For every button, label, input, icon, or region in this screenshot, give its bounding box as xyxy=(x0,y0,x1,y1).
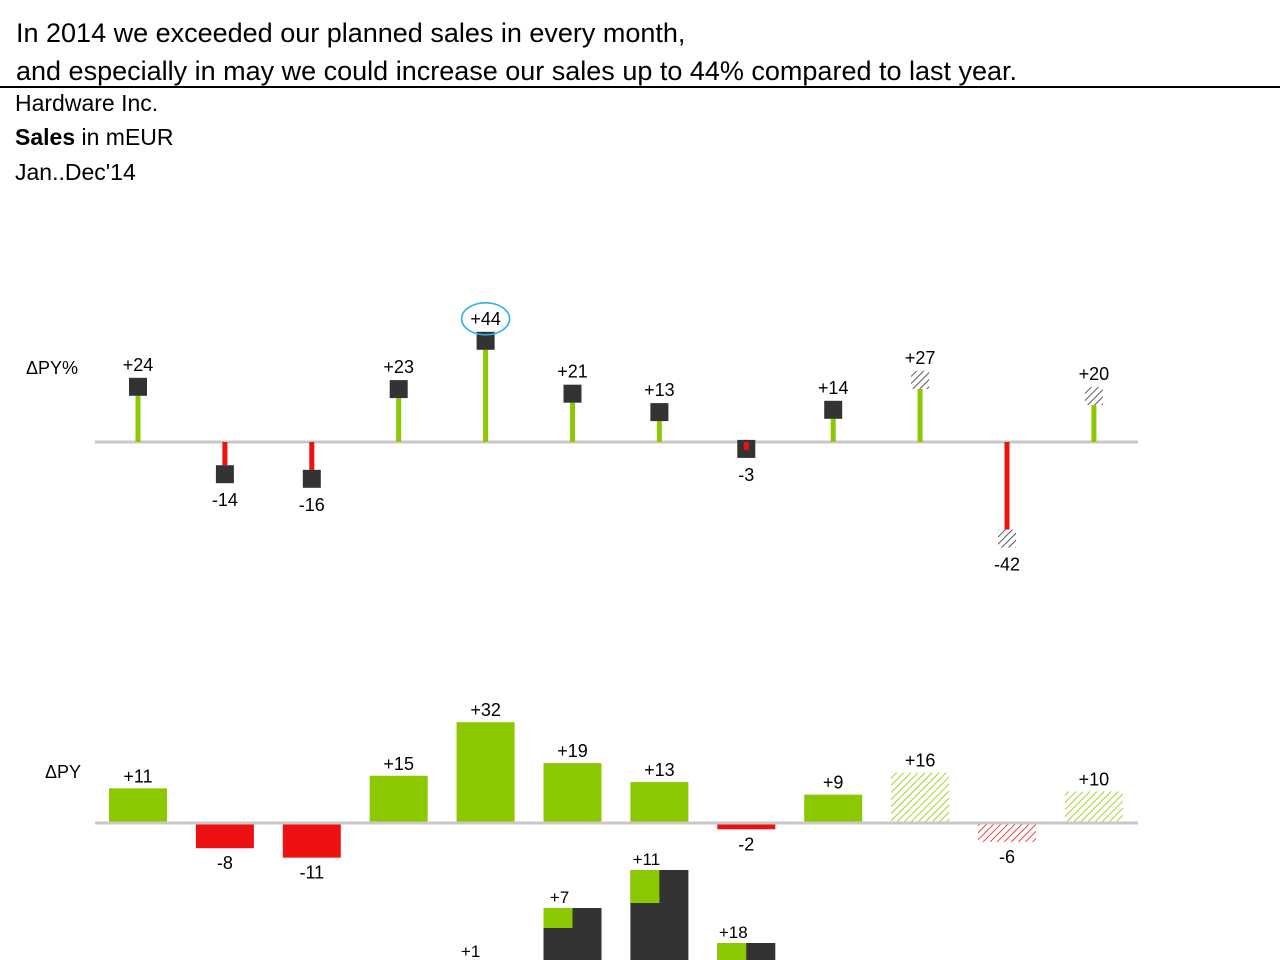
pct-marker xyxy=(563,384,582,403)
stack-value-label: +18 xyxy=(719,923,748,942)
measure-unit: in mEUR xyxy=(75,124,174,150)
measure-label: Sales in mEUR xyxy=(15,124,174,151)
abs-value-label: +9 xyxy=(823,773,844,793)
abs-value-label: -8 xyxy=(217,853,233,873)
pct-value-label: -16 xyxy=(299,495,325,515)
pct-marker xyxy=(1084,387,1103,405)
headline-message: In 2014 we exceeded our planned sales in… xyxy=(16,14,1280,90)
pct-value-label: +44 xyxy=(470,309,501,329)
abs-value-label: +19 xyxy=(557,741,588,761)
pct-value-label: +24 xyxy=(123,355,154,375)
pct-value-label: +23 xyxy=(383,357,414,377)
pct-marker xyxy=(389,380,408,399)
pct-marker xyxy=(911,370,930,389)
abs-bar xyxy=(978,823,1036,842)
abs-value-label: +11 xyxy=(123,766,152,786)
abs-bar xyxy=(282,823,341,858)
pct-marker xyxy=(650,403,669,422)
pct-stem-overlay xyxy=(743,442,749,450)
abs-value-label: -2 xyxy=(738,834,754,854)
abs-axis-title: ΔPY xyxy=(45,762,81,782)
abs-bar xyxy=(891,772,950,823)
abs-bar xyxy=(369,775,428,823)
pct-value-label: +20 xyxy=(1079,364,1110,384)
abs-bar xyxy=(195,823,254,849)
abs-bar xyxy=(109,788,167,823)
pct-marker xyxy=(215,465,234,484)
delta-py-percent-chart: ΔPY% +24 -14 -16 +23 +44 +21 +13 -3 +14 +27 -42 +20 xyxy=(26,301,1138,575)
pct-value-label: -14 xyxy=(212,490,238,510)
stack-bar-green xyxy=(543,908,573,928)
abs-bar xyxy=(804,794,863,823)
stacked-bars-partial: +1 +7 +11 +18 xyxy=(461,850,776,960)
pct-marker xyxy=(129,377,147,396)
stack-value-label: +11 xyxy=(633,850,661,869)
abs-value-label: +15 xyxy=(383,754,414,774)
abs-value-label: +10 xyxy=(1079,770,1110,790)
pct-value-label: +13 xyxy=(644,380,675,400)
abs-value-label: +32 xyxy=(470,700,501,720)
pct-marker xyxy=(302,469,321,488)
abs-value-label: -11 xyxy=(299,863,324,883)
highlight-circle xyxy=(460,301,511,336)
period-label: Jan..Dec'14 xyxy=(15,159,136,185)
headline-divider xyxy=(0,86,1280,88)
headline-line-1: In 2014 we exceeded our planned sales in… xyxy=(16,18,686,48)
abs-value-label: +16 xyxy=(905,751,936,771)
abs-bar xyxy=(456,722,515,823)
pct-value-label: -42 xyxy=(994,555,1020,575)
pct-marker xyxy=(824,400,843,419)
delta-py-absolute-chart: +11 -8 -11 +15 +32 +19 +13 -2 +9 +16 -6 +10 ΔPY xyxy=(45,700,1138,883)
stack-bar-green xyxy=(630,870,660,903)
pct-value-label: +14 xyxy=(818,378,849,398)
measure-bold: Sales xyxy=(15,124,76,150)
stack-bar-green xyxy=(717,943,747,960)
pct-axis-title: ΔPY% xyxy=(26,358,78,378)
stack-value-label: +7 xyxy=(550,888,569,907)
abs-bar xyxy=(543,763,602,823)
headline-line-2: and especially in may we could increase … xyxy=(16,56,1018,86)
company-name: Hardware Inc. xyxy=(15,90,159,116)
pct-value-label: -3 xyxy=(738,465,754,485)
abs-bar xyxy=(717,823,776,830)
abs-bar xyxy=(1064,791,1123,823)
abs-value-label: +13 xyxy=(644,760,675,780)
abs-value-label: -6 xyxy=(999,847,1015,867)
abs-bar xyxy=(630,782,689,823)
pct-value-label: +27 xyxy=(905,348,936,368)
stack-value-label: +1 xyxy=(461,942,480,960)
pct-value-label: +21 xyxy=(557,362,588,382)
pct-marker xyxy=(476,331,495,350)
pct-marker xyxy=(998,529,1016,548)
